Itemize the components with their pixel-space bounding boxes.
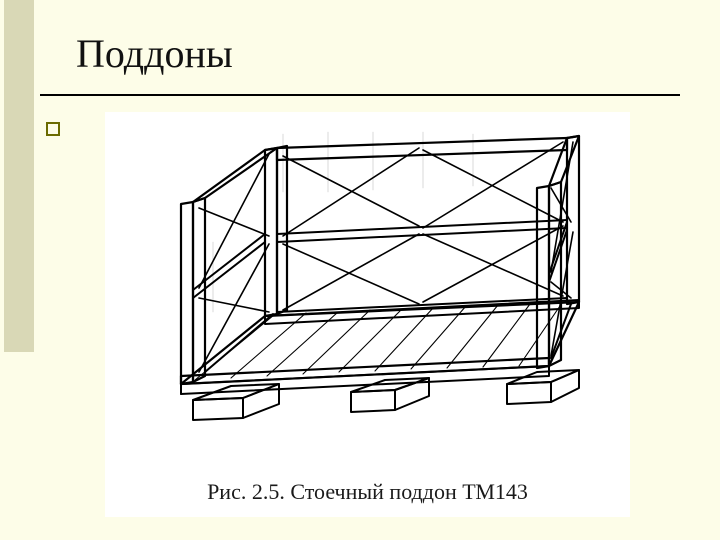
figure-caption: Рис. 2.5. Стоечный поддон ТМ143 xyxy=(105,479,630,505)
bullet-marker xyxy=(46,122,60,136)
title-underline xyxy=(40,94,680,96)
figure-panel: Рис. 2.5. Стоечный поддон ТМ143 xyxy=(105,112,630,517)
slide-title: Поддоны xyxy=(76,30,233,77)
left-accent-bar xyxy=(4,0,34,352)
slide-root: Поддоны xyxy=(0,0,720,540)
pallet-drawing-icon xyxy=(123,122,613,462)
